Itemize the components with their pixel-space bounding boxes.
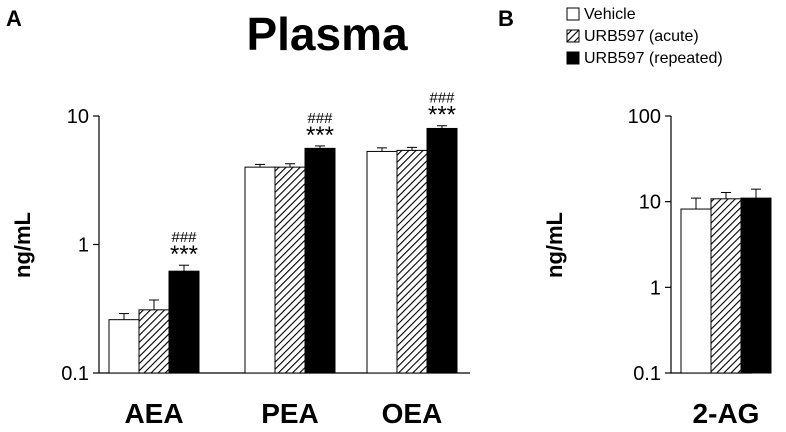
significance-stars: ***	[428, 102, 456, 129]
legend-label-repeated: URB597 (repeated)	[584, 50, 723, 67]
y-tick-label: 100	[628, 106, 661, 128]
chart-panel-b: 0.1 1 10 100 2-AG	[628, 106, 772, 429]
bar-pea-urb597-repeated	[304, 147, 336, 374]
x-category-label: OEA	[382, 398, 443, 429]
legend-swatch-repeated	[566, 51, 580, 65]
legend-swatch-vehicle	[566, 7, 580, 21]
y-tick-label: 0.1	[633, 363, 661, 385]
y-tick-label: 1	[650, 277, 661, 299]
legend: Vehicle URB597 (acute) URB597 (repeated)	[566, 6, 723, 67]
significance-hashes: ###	[429, 90, 455, 107]
significance-stars: ***	[170, 241, 198, 268]
bar-2-ag-vehicle	[680, 208, 712, 374]
panel-label-b: B	[498, 6, 514, 31]
bar-2-ag-urb597-repeated	[740, 197, 772, 374]
legend-swatch-acute	[566, 29, 580, 43]
legend-label-vehicle: Vehicle	[584, 6, 636, 23]
y-tick-label: 1	[78, 235, 89, 257]
bar-pea-urb597-acute	[274, 166, 306, 374]
bar-aea-urb597-acute	[138, 309, 170, 374]
bar-aea-urb597-repeated	[168, 270, 200, 374]
y-tick-label: 10	[67, 106, 89, 128]
bar-pea-vehicle	[244, 166, 276, 374]
significance-hashes: ###	[307, 110, 333, 127]
y-axis-title-b: ng/mL	[542, 212, 567, 278]
bar-aea-vehicle	[108, 319, 140, 374]
bar-oea-urb597-acute	[396, 149, 428, 374]
significance-hashes: ###	[171, 229, 197, 246]
legend-label-acute: URB597 (acute)	[584, 28, 699, 45]
bar-2-ag-urb597-acute	[710, 198, 742, 374]
chart-title: Plasma	[246, 8, 408, 60]
bar-oea-urb597-repeated	[426, 127, 458, 374]
panel-label-a: A	[6, 6, 22, 31]
bar-oea-vehicle	[366, 150, 398, 374]
y-tick-label: 0.1	[61, 363, 89, 385]
x-category-label: PEA	[261, 398, 319, 429]
y-axis-title-a: ng/mL	[10, 212, 35, 278]
x-category-label: 2-AG	[693, 398, 760, 429]
significance-stars: ***	[306, 122, 334, 149]
x-category-label: AEA	[124, 398, 183, 429]
y-tick-label: 10	[639, 192, 661, 214]
